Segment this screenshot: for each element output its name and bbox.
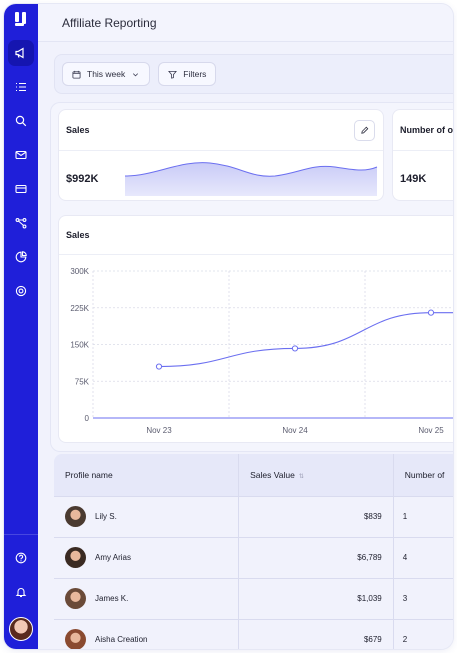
pencil-icon bbox=[361, 126, 369, 134]
date-range-label: This week bbox=[87, 69, 126, 79]
x-tick-label: Nov 24 bbox=[282, 426, 308, 435]
credit-card-icon bbox=[15, 184, 27, 194]
chart-title: Sales bbox=[66, 230, 90, 240]
sales-value-cell: $679 bbox=[238, 619, 394, 649]
sidebar bbox=[4, 4, 38, 649]
lifebuoy-icon bbox=[15, 285, 27, 297]
sidebar-item-billing[interactable] bbox=[8, 176, 34, 202]
table-row[interactable]: Lily S. $839 1 bbox=[54, 496, 453, 538]
table-header-row: Profile name Sales Value ⇅ Number of bbox=[54, 454, 453, 497]
profile-cell: James K. bbox=[54, 578, 240, 620]
profile-name: Amy Arias bbox=[95, 553, 132, 562]
network-icon bbox=[15, 218, 27, 229]
chart-divider bbox=[59, 254, 453, 255]
column-header-sales[interactable]: Sales Value ⇅ bbox=[238, 454, 394, 497]
profile-name: Aisha Creation bbox=[95, 635, 148, 644]
sales-sparkline bbox=[125, 162, 378, 196]
data-point bbox=[427, 309, 435, 316]
profile-avatar bbox=[65, 547, 86, 568]
order-count-cell: 2 bbox=[393, 619, 453, 649]
filter-icon bbox=[168, 70, 178, 79]
filters-button[interactable]: Filters bbox=[158, 62, 217, 86]
sort-icon: ⇅ bbox=[298, 473, 304, 480]
profile-avatar bbox=[65, 506, 86, 527]
app-window: Affiliate Reporting This week Filters Sa… bbox=[4, 4, 453, 649]
y-tick-label: 225K bbox=[70, 304, 89, 313]
affiliates-table: Profile name Sales Value ⇅ Number of Lily… bbox=[54, 454, 453, 649]
kpi-value: $992K bbox=[66, 173, 99, 185]
profile-cell: Lily S. bbox=[54, 496, 240, 538]
series-line bbox=[158, 312, 453, 368]
kpi-value: 149K bbox=[400, 173, 427, 185]
dashboard-panel: Sales $992K Number of ord 149K Sales 0 75… bbox=[50, 102, 453, 452]
sidebar-bottom bbox=[4, 534, 38, 649]
profile-name: Lily S. bbox=[95, 512, 117, 521]
sales-value-cell: $839 bbox=[238, 496, 394, 538]
sales-value-cell: $6,789 bbox=[238, 537, 394, 579]
page-title: Affiliate Reporting bbox=[62, 15, 157, 30]
sidebar-item-mail[interactable] bbox=[8, 142, 34, 168]
profile-name: James K. bbox=[95, 594, 129, 603]
kpi-card-orders: Number of ord 149K bbox=[392, 109, 453, 201]
table-row[interactable]: James K. $1,039 3 bbox=[54, 578, 453, 620]
edit-button[interactable] bbox=[354, 120, 375, 141]
order-count-cell: 1 bbox=[393, 496, 453, 538]
table-row[interactable]: Aisha Creation $679 2 bbox=[54, 619, 453, 649]
column-header-profile[interactable]: Profile name bbox=[54, 454, 240, 497]
notifications-button[interactable] bbox=[8, 579, 34, 605]
megaphone-icon bbox=[15, 47, 24, 59]
chevron-down-icon bbox=[133, 72, 139, 76]
sales-value-cell: $1,039 bbox=[238, 578, 394, 620]
bell-icon bbox=[15, 588, 27, 598]
x-tick-label: Nov 23 bbox=[146, 426, 172, 435]
table-row[interactable]: Amy Arias $6,789 4 bbox=[54, 537, 453, 579]
sidebar-item-list[interactable] bbox=[8, 74, 34, 100]
sidebar-item-search[interactable] bbox=[8, 108, 34, 134]
sidebar-item-affiliates[interactable] bbox=[8, 40, 34, 66]
date-range-dropdown[interactable]: This week bbox=[62, 62, 151, 86]
kpi-card-sales: Sales $992K bbox=[58, 109, 384, 201]
sidebar-item-support[interactable] bbox=[8, 278, 34, 304]
sales-chart-card: Sales 0 75K 150K 225K 300K Nov 23 Nov 24 Nov 25 bbox=[58, 215, 453, 443]
y-tick-label: 150K bbox=[70, 341, 89, 350]
sidebar-item-network[interactable] bbox=[8, 210, 34, 236]
help-icon bbox=[15, 552, 27, 564]
card-divider bbox=[59, 150, 383, 151]
data-point bbox=[291, 345, 299, 352]
order-count-cell: 4 bbox=[393, 537, 453, 579]
data-point bbox=[155, 363, 163, 370]
order-count-cell: 3 bbox=[393, 578, 453, 620]
profile-cell: Amy Arias bbox=[54, 537, 240, 579]
user-avatar[interactable] bbox=[9, 617, 33, 641]
list-icon bbox=[16, 82, 26, 92]
sales-line-chart: 0 75K 150K 225K 300K Nov 23 Nov 24 Nov 25 bbox=[70, 267, 453, 435]
app-logo[interactable] bbox=[12, 10, 30, 28]
y-tick-label: 300K bbox=[70, 267, 89, 276]
y-tick-label: 75K bbox=[75, 377, 90, 386]
kpi-title: Number of ord bbox=[400, 125, 453, 135]
profile-avatar bbox=[65, 588, 86, 609]
sidebar-item-analytics[interactable] bbox=[8, 244, 34, 270]
filter-toolbar: This week Filters bbox=[54, 54, 453, 94]
page-header: Affiliate Reporting bbox=[38, 4, 453, 42]
pie-chart-icon bbox=[15, 251, 27, 263]
calendar-icon bbox=[72, 70, 81, 79]
help-button[interactable] bbox=[8, 545, 34, 571]
profile-cell: Aisha Creation bbox=[54, 619, 240, 649]
kpi-title: Sales bbox=[66, 125, 90, 135]
mail-icon bbox=[15, 150, 27, 160]
profile-avatar bbox=[65, 629, 86, 649]
search-icon bbox=[15, 115, 27, 127]
column-header-orders[interactable]: Number of bbox=[393, 454, 453, 497]
filters-label: Filters bbox=[183, 69, 207, 79]
y-tick-label: 0 bbox=[85, 414, 90, 423]
x-tick-label: Nov 25 bbox=[418, 426, 444, 435]
card-divider bbox=[393, 150, 453, 151]
